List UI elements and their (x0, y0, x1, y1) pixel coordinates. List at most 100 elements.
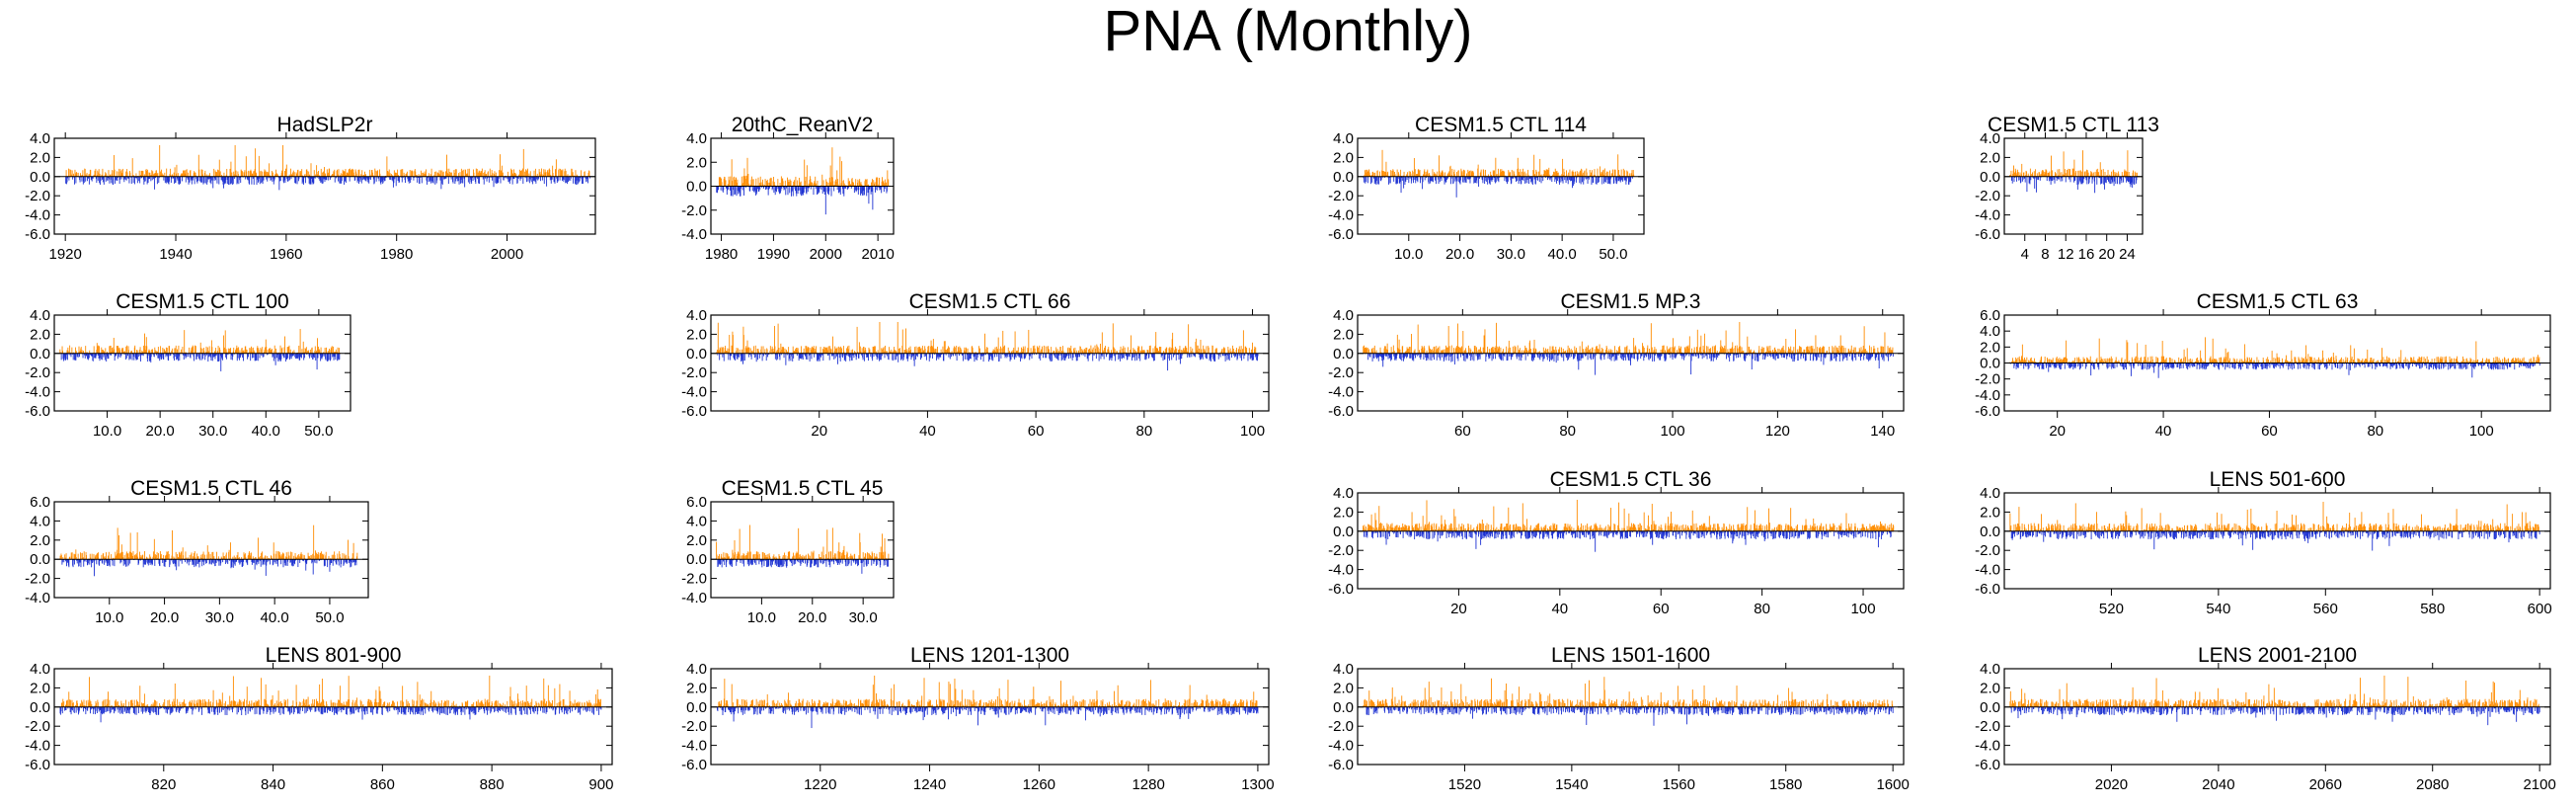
bar (769, 183, 770, 187)
bar (503, 173, 504, 177)
bar (1439, 346, 1440, 353)
bar (318, 354, 319, 359)
bar (1554, 177, 1555, 182)
bar (474, 173, 475, 177)
bar (178, 173, 179, 177)
bar (80, 173, 81, 177)
bar (753, 346, 754, 353)
bar (1582, 177, 1583, 183)
bar (588, 171, 589, 177)
bar (1544, 171, 1545, 177)
bar (249, 177, 250, 185)
bar (1120, 354, 1121, 362)
bar (866, 187, 867, 197)
bar (1537, 177, 1538, 181)
bar (247, 350, 248, 354)
bar (742, 187, 743, 191)
bar (1504, 354, 1505, 357)
bar (238, 347, 239, 353)
bar (260, 177, 261, 184)
bar (284, 177, 285, 181)
bar (174, 173, 175, 177)
bar (139, 171, 140, 177)
bar (458, 173, 459, 177)
bar (1023, 349, 1024, 354)
bar (1122, 349, 1123, 354)
bar (74, 177, 75, 185)
bar (261, 349, 262, 353)
bar (1375, 354, 1376, 358)
bar (1409, 354, 1410, 359)
bar (1607, 172, 1608, 177)
bar (1045, 354, 1046, 359)
bar (83, 354, 84, 359)
bar (534, 171, 535, 177)
bar (722, 348, 723, 354)
bar (743, 168, 744, 186)
bar (513, 169, 514, 176)
bar (349, 169, 350, 177)
bar (920, 349, 921, 354)
bar (1009, 354, 1010, 358)
bar (1365, 348, 1366, 354)
bar (771, 178, 772, 186)
bar (906, 349, 907, 353)
bar (550, 177, 551, 181)
bar (1088, 350, 1089, 354)
bar (804, 349, 805, 354)
bar (97, 171, 98, 177)
bar (508, 177, 509, 182)
bar (280, 354, 281, 360)
bar (275, 354, 276, 365)
x-tick-label: 1960 (270, 246, 302, 263)
bar (1364, 177, 1365, 183)
bar (328, 173, 329, 177)
bar (760, 177, 761, 187)
bar (779, 348, 780, 354)
bar (182, 173, 183, 177)
bar (718, 323, 719, 354)
bar (884, 187, 885, 193)
bar (358, 177, 359, 184)
bar (402, 177, 403, 183)
bar (549, 170, 550, 177)
bar (1388, 354, 1389, 360)
bar (1562, 177, 1563, 181)
bar (893, 354, 894, 361)
bar (208, 354, 209, 358)
bar (494, 177, 495, 187)
bar (783, 348, 784, 354)
bar (817, 181, 818, 187)
y-tick-label: -2.0 (681, 364, 707, 381)
bar (207, 348, 208, 354)
bar (719, 354, 720, 361)
bar (811, 182, 812, 186)
bar (1201, 354, 1202, 360)
bar (308, 172, 309, 177)
bar (78, 354, 79, 358)
y-tick-label: 0.0 (686, 179, 707, 196)
bar (1367, 348, 1368, 354)
bar (1440, 177, 1441, 182)
bar (1169, 347, 1170, 354)
bar (777, 350, 778, 354)
bar (1611, 173, 1612, 176)
bar (73, 354, 74, 361)
bar (1417, 177, 1418, 181)
bar (476, 169, 477, 177)
bar (1201, 350, 1202, 354)
bar (399, 177, 400, 183)
bar (216, 177, 217, 184)
bar (307, 171, 308, 177)
bar (233, 348, 234, 354)
bar (141, 171, 142, 177)
bar (1025, 347, 1026, 354)
bar (1585, 170, 1586, 176)
bar (795, 187, 796, 192)
bar (320, 354, 321, 362)
bar (297, 177, 298, 185)
bar (1457, 177, 1458, 182)
bar (1606, 172, 1607, 177)
bar (1470, 350, 1471, 354)
bar (501, 177, 502, 184)
